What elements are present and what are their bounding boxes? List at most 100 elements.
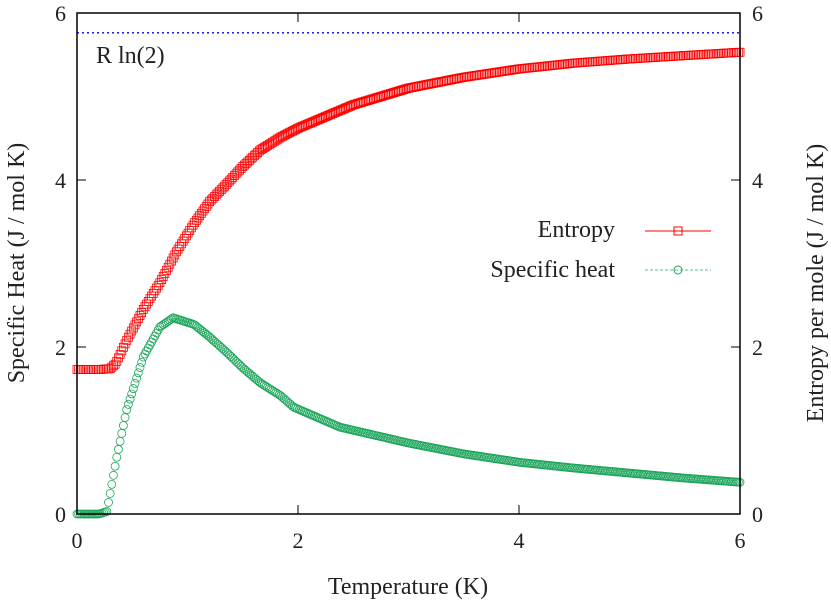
entropy-point bbox=[152, 283, 161, 293]
entropy-point bbox=[201, 201, 211, 211]
y-axis-label: Specific Heat (J / mol K) bbox=[4, 143, 30, 384]
entropy-point bbox=[130, 320, 140, 330]
entropy-point bbox=[274, 133, 284, 143]
entropy-point bbox=[220, 181, 229, 191]
entropy-point bbox=[105, 364, 115, 374]
specific-heat-point bbox=[143, 343, 153, 353]
specific-heat-point bbox=[211, 338, 221, 348]
x-tick-label: 2 bbox=[293, 528, 304, 553]
entropy-point bbox=[155, 278, 165, 288]
entropy-point bbox=[122, 335, 132, 345]
y2-tick-label: 2 bbox=[752, 335, 763, 360]
specific-heat-point bbox=[157, 321, 166, 331]
entropy-point bbox=[162, 265, 171, 275]
entropy-point bbox=[128, 323, 138, 333]
specific-heat-point bbox=[112, 452, 122, 462]
entropy-point bbox=[114, 353, 123, 363]
specific-heat-point bbox=[119, 421, 128, 430]
entropy-point bbox=[135, 311, 145, 321]
entropy-point bbox=[205, 197, 215, 207]
entropy-point bbox=[221, 180, 231, 189]
specific-heat-point bbox=[281, 395, 291, 405]
entropy-point bbox=[251, 149, 261, 159]
entropy-point bbox=[190, 218, 200, 228]
specific-heat-point bbox=[128, 384, 138, 393]
entropy-point bbox=[165, 259, 175, 269]
entropy-point bbox=[132, 317, 142, 327]
entropy-point bbox=[230, 171, 239, 180]
entropy-point bbox=[213, 188, 223, 198]
entropy-point bbox=[215, 186, 224, 196]
entropy-point bbox=[228, 172, 238, 182]
entropy-point bbox=[195, 211, 205, 221]
legend-marker-entropy bbox=[673, 226, 683, 236]
specific-heat-point bbox=[160, 319, 170, 328]
specific-heat-point bbox=[254, 377, 264, 387]
x-tick-label: 4 bbox=[514, 528, 525, 553]
plot-marks bbox=[72, 47, 745, 519]
entropy-point bbox=[208, 193, 218, 203]
entropy-point bbox=[125, 329, 135, 339]
specific-heat-point bbox=[225, 350, 234, 360]
entropy-point bbox=[119, 342, 128, 352]
specific-heat-point bbox=[205, 332, 215, 342]
specific-heat-point bbox=[105, 489, 115, 498]
specific-heat-point bbox=[210, 337, 219, 346]
specific-heat-point bbox=[150, 331, 160, 341]
y-tick-label: 4 bbox=[55, 168, 66, 193]
entropy-point bbox=[170, 250, 180, 260]
specific-heat-point bbox=[283, 397, 292, 407]
legend-label-specific-heat: Specific heat bbox=[490, 257, 615, 283]
specific-heat-point bbox=[130, 378, 140, 388]
entropy-point bbox=[142, 299, 152, 309]
entropy-point bbox=[183, 228, 193, 238]
entropy-point bbox=[193, 213, 203, 223]
legend-marker-specific-heat bbox=[673, 265, 683, 275]
y-tick-label: 6 bbox=[55, 1, 66, 26]
entropy-point bbox=[163, 262, 173, 272]
entropy-point bbox=[241, 159, 251, 168]
entropy-point bbox=[112, 356, 122, 366]
entropy-point bbox=[115, 349, 125, 359]
entropy-point bbox=[123, 332, 133, 342]
entropy-point bbox=[240, 160, 249, 170]
specific-heat-point bbox=[220, 345, 229, 355]
specific-heat-point bbox=[152, 328, 161, 338]
reference-line-label: R ln(2) bbox=[96, 43, 165, 69]
entropy-point bbox=[233, 167, 243, 177]
entropy-point bbox=[110, 359, 120, 369]
specific-heat-point bbox=[286, 400, 296, 410]
entropy-point bbox=[137, 308, 147, 317]
specific-heat-point bbox=[107, 479, 117, 489]
specific-heat-point bbox=[109, 470, 118, 480]
legend-label-entropy: Entropy bbox=[538, 217, 615, 243]
specific-heat-point bbox=[203, 331, 213, 341]
entropy-point bbox=[168, 253, 178, 263]
entropy-point bbox=[180, 234, 190, 243]
specific-heat-point bbox=[230, 355, 239, 365]
specific-heat-point bbox=[158, 320, 168, 330]
specific-heat-point bbox=[145, 340, 155, 350]
entropy-point bbox=[127, 326, 137, 336]
specific-heat-point bbox=[133, 368, 143, 378]
entropy-point bbox=[216, 185, 226, 195]
entropy-point bbox=[140, 302, 150, 312]
y-tick-label: 2 bbox=[55, 335, 66, 360]
entropy-point bbox=[191, 215, 201, 225]
specific-heat-point bbox=[123, 399, 133, 409]
entropy-point bbox=[223, 178, 233, 188]
specific-heat-point bbox=[102, 507, 112, 516]
specific-heat-point bbox=[276, 391, 286, 401]
specific-heat-point bbox=[137, 357, 147, 367]
specific-heat-point bbox=[221, 347, 231, 357]
x-tick-label: 6 bbox=[735, 528, 746, 553]
series-entropy bbox=[72, 47, 745, 374]
entropy-point bbox=[158, 272, 168, 281]
y2-tick-label: 6 bbox=[752, 1, 763, 26]
specific-heat-point bbox=[208, 335, 218, 345]
entropy-point bbox=[177, 239, 186, 249]
specific-heat-point bbox=[231, 357, 241, 366]
entropy-point bbox=[120, 339, 130, 349]
entropy-point bbox=[196, 208, 206, 218]
